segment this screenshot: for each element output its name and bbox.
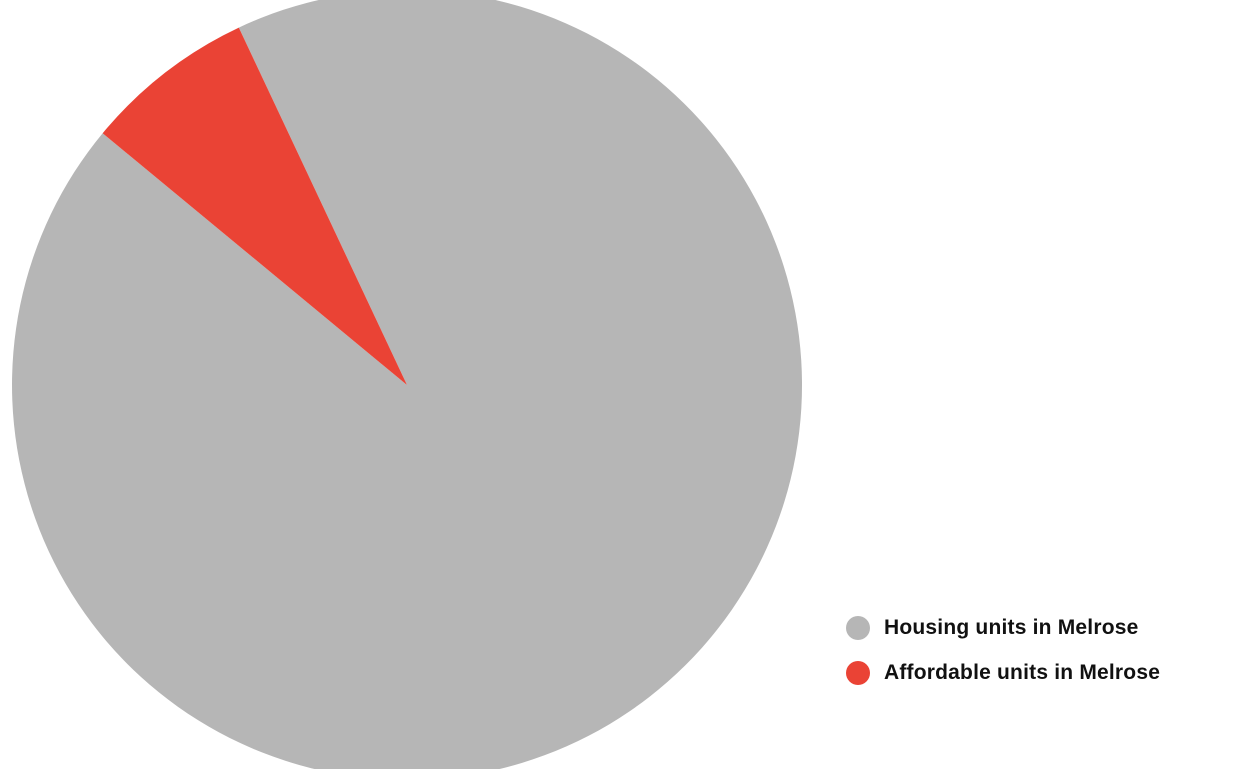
legend-item-housing[interactable]: Housing units in Melrose [846, 614, 1160, 642]
pie-slice-affordable[interactable] [102, 27, 408, 386]
legend-swatch-housing [846, 616, 870, 640]
pie-slice-housing[interactable] [12, 0, 803, 769]
legend: Housing units in Melrose Affordable unit… [846, 614, 1160, 687]
pie-slices [12, 0, 803, 769]
legend-item-affordable[interactable]: Affordable units in Melrose [846, 659, 1160, 687]
legend-label-housing: Housing units in Melrose [884, 616, 1139, 639]
legend-swatch-affordable [846, 661, 870, 685]
legend-label-affordable: Affordable units in Melrose [884, 661, 1161, 684]
